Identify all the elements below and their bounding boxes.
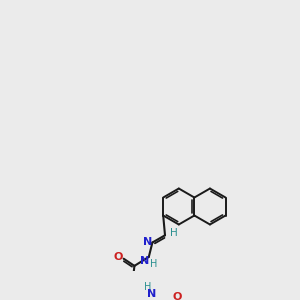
Text: N: N bbox=[147, 289, 156, 299]
Text: O: O bbox=[173, 292, 182, 300]
Text: N: N bbox=[140, 256, 149, 266]
Text: H: H bbox=[170, 229, 178, 238]
Text: N: N bbox=[143, 237, 152, 247]
Text: H: H bbox=[150, 259, 157, 269]
Text: O: O bbox=[113, 252, 123, 262]
Text: H: H bbox=[144, 283, 152, 292]
